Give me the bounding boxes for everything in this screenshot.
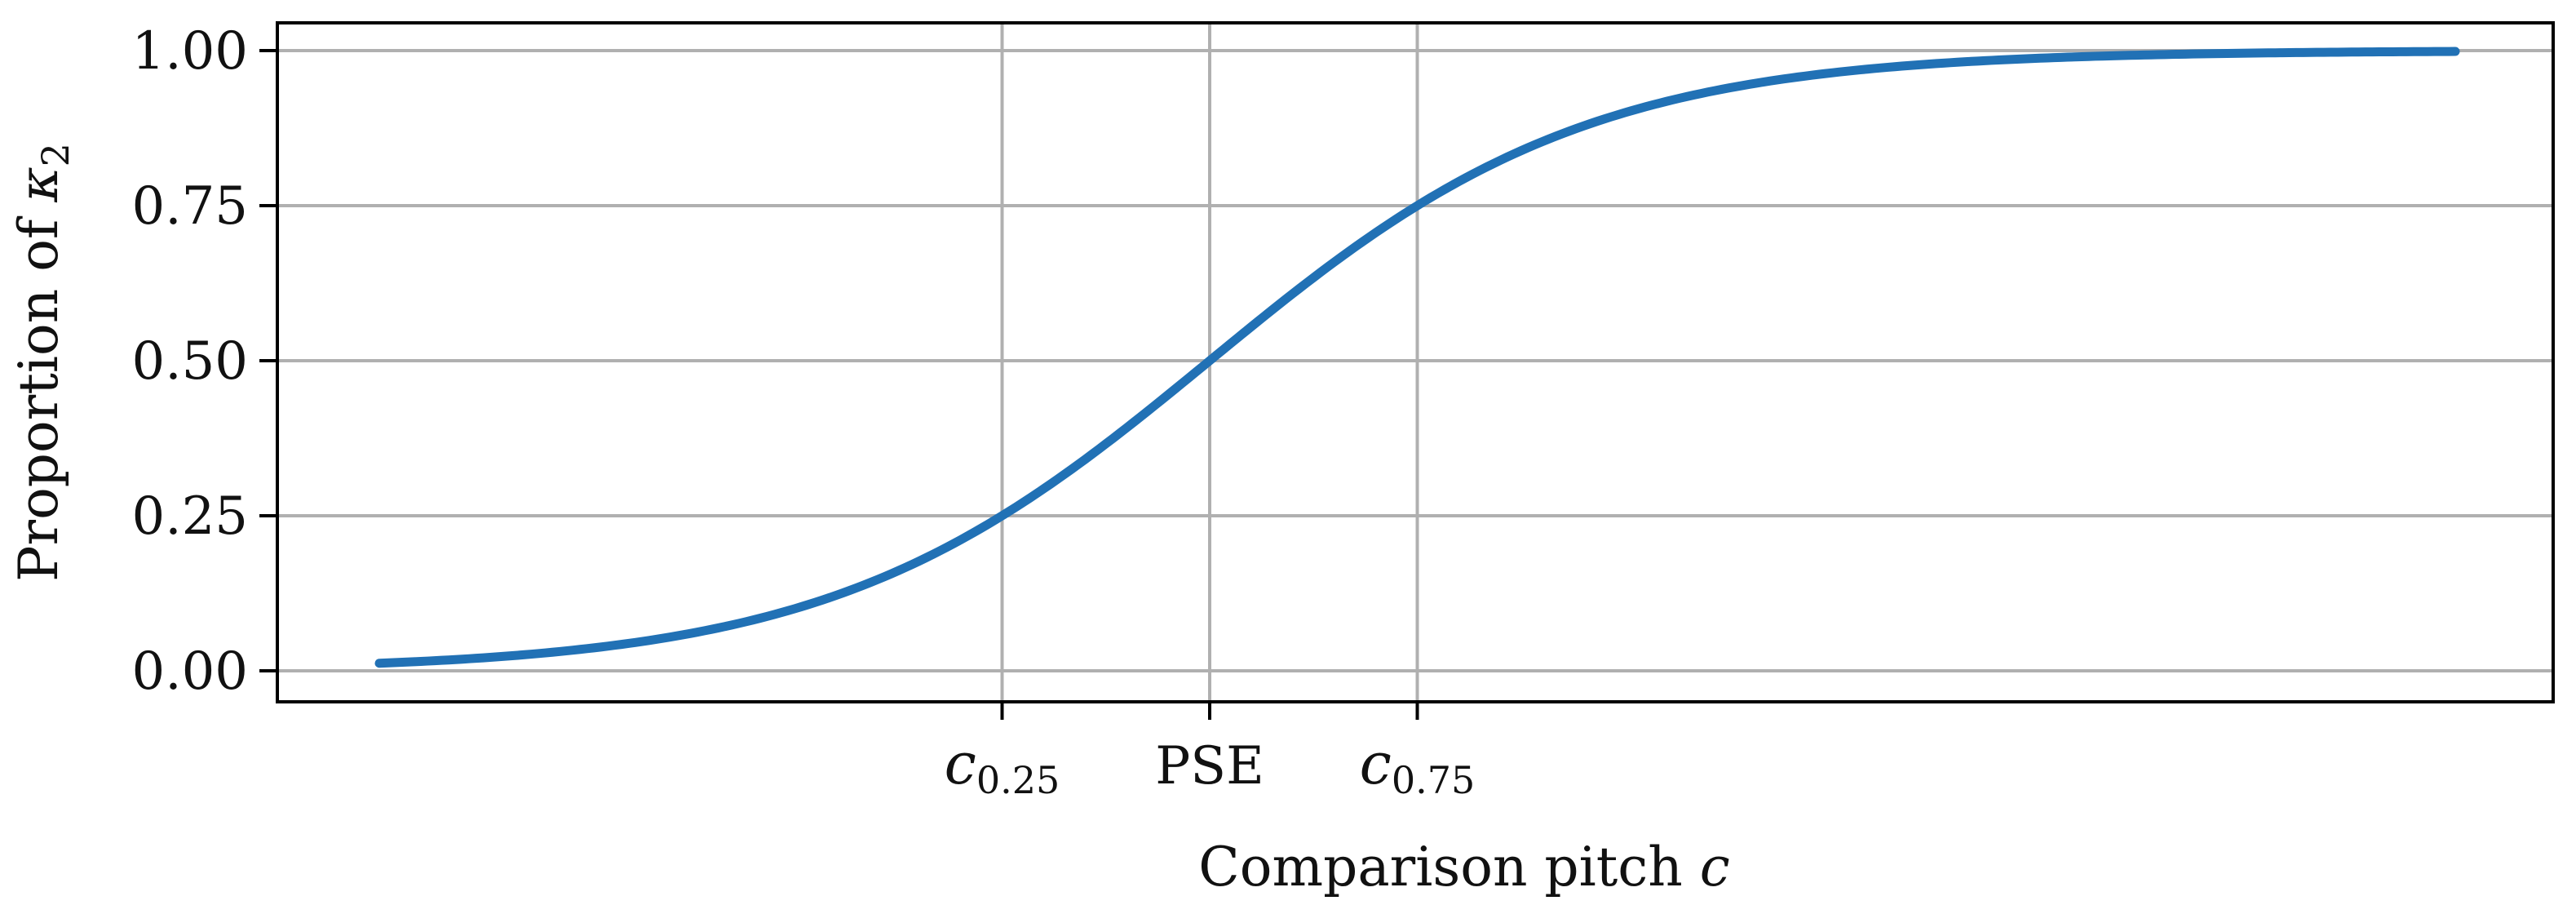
y-axis-ticks: 0.00 0.25 0.50 0.75 1.00 [132, 21, 277, 702]
y-axis-label-text: Proportion of [7, 202, 70, 582]
x-axis-label: Comparison pitch c [1198, 836, 1729, 898]
x-tick-label: c0.75 [1360, 730, 1476, 802]
x-tick-label: PSE [1155, 736, 1264, 796]
y-axis-label-subscript: 2 [33, 143, 77, 166]
y-tick-label: 1.00 [132, 21, 249, 82]
y-tick-label: 0.75 [132, 176, 249, 237]
y-axis-label-symbol: κ [7, 166, 70, 202]
y-tick-label: 0.25 [132, 486, 249, 547]
x-axis-label-variable: c [1700, 836, 1730, 898]
y-tick-label: 0.00 [132, 641, 249, 702]
x-tick-label: c0.25 [945, 730, 1060, 802]
x-axis-label-text: Comparison pitch [1198, 836, 1700, 898]
y-axis-label: Proportion of κ2 [7, 143, 77, 582]
x-axis-ticks: c0.25 PSE c0.75 [945, 702, 1476, 802]
grid [277, 23, 2553, 702]
y-tick-label: 0.50 [132, 331, 249, 392]
psychometric-curve [374, 47, 2460, 668]
